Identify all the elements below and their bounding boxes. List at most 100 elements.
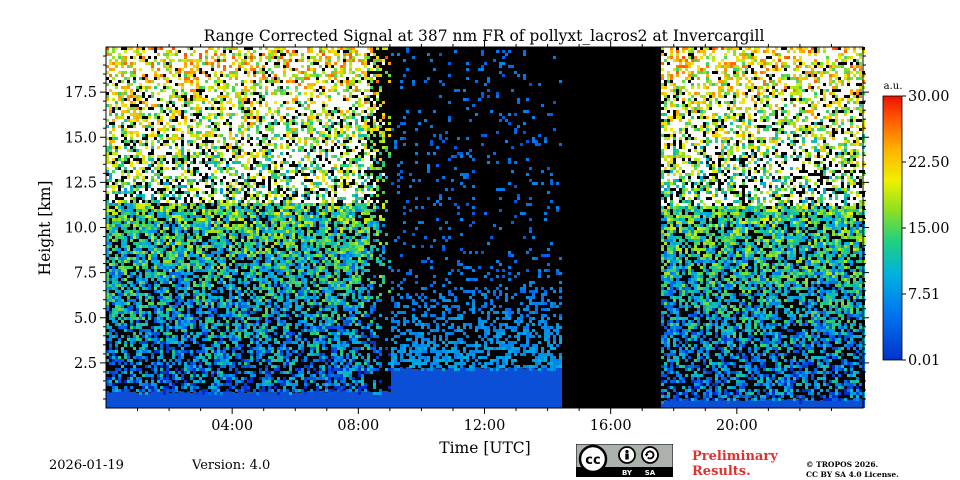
signal-cell: [151, 389, 154, 392]
signal-cell: [178, 314, 181, 317]
signal-cell: [118, 248, 121, 251]
signal-cell: [187, 86, 190, 89]
signal-cell: [253, 374, 256, 377]
signal-cell: [106, 143, 109, 146]
signal-cell: [268, 173, 271, 176]
signal-cell: [265, 341, 268, 344]
signal-cell: [220, 251, 223, 254]
signal-cell: [109, 380, 112, 383]
signal-cell: [235, 236, 238, 239]
signal-cell: [193, 191, 196, 194]
signal-cell: [214, 221, 217, 224]
signal-cell: [109, 371, 112, 374]
signal-cell: [262, 155, 265, 158]
signal-cell: [253, 131, 256, 134]
boundary-layer-cell: [253, 390, 256, 408]
signal-cell: [235, 47, 238, 50]
signal-cell: [160, 365, 163, 368]
signal-cell: [190, 71, 193, 74]
signal-cell: [226, 83, 229, 86]
signal-cell: [139, 167, 142, 170]
signal-cell: [151, 50, 154, 53]
signal-cell: [193, 47, 196, 50]
signal-cell: [133, 227, 136, 230]
signal-cell: [184, 386, 187, 389]
signal-cell: [163, 164, 166, 167]
signal-cell: [142, 146, 145, 149]
signal-cell: [154, 218, 157, 221]
signal-cell: [229, 317, 232, 320]
signal-cell: [256, 113, 259, 116]
signal-cell: [127, 377, 130, 380]
signal-cell: [106, 209, 109, 212]
heatmap-column: [112, 47, 115, 408]
boundary-layer-cell: [265, 391, 268, 408]
signal-cell: [241, 50, 244, 53]
signal-cell: [184, 80, 187, 83]
signal-cell: [241, 56, 244, 59]
signal-cell: [271, 146, 274, 149]
signal-cell: [169, 83, 172, 86]
signal-cell: [133, 137, 136, 140]
signal-cell: [214, 299, 217, 302]
signal-cell: [151, 332, 154, 335]
signal-cell: [247, 332, 250, 335]
signal-cell: [112, 350, 115, 353]
signal-cell: [145, 131, 148, 134]
signal-cell: [184, 134, 187, 137]
signal-cell: [175, 170, 178, 173]
signal-cell: [121, 53, 124, 56]
signal-cell: [130, 167, 133, 170]
signal-cell: [223, 341, 226, 344]
signal-cell: [238, 299, 241, 302]
signal-cell: [223, 227, 226, 230]
signal-cell: [211, 176, 214, 179]
signal-cell: [223, 128, 226, 131]
signal-cell: [154, 62, 157, 65]
boundary-layer-cell: [127, 391, 130, 408]
signal-cell: [238, 380, 241, 383]
signal-cell: [226, 335, 229, 338]
signal-cell: [115, 188, 118, 191]
signal-cell: [256, 272, 259, 275]
signal-cell: [169, 56, 172, 59]
signal-cell: [166, 245, 169, 248]
signal-cell: [241, 74, 244, 77]
signal-cell: [199, 203, 202, 206]
signal-cell: [217, 86, 220, 89]
signal-cell: [265, 176, 268, 179]
signal-cell: [154, 152, 157, 155]
signal-cell: [193, 110, 196, 113]
signal-cell: [202, 281, 205, 284]
signal-cell: [271, 50, 274, 53]
signal-cell: [145, 101, 148, 104]
signal-cell: [220, 302, 223, 305]
signal-cell: [124, 197, 127, 200]
signal-cell: [160, 119, 163, 122]
signal-cell: [223, 236, 226, 239]
signal-cell: [199, 179, 202, 182]
signal-cell: [154, 179, 157, 182]
signal-cell: [226, 173, 229, 176]
signal-cell: [205, 146, 208, 149]
signal-cell: [163, 62, 166, 65]
signal-cell: [187, 263, 190, 266]
signal-cell: [157, 179, 160, 182]
signal-cell: [184, 368, 187, 371]
signal-cell: [166, 314, 169, 317]
signal-cell: [181, 224, 184, 227]
signal-cell: [115, 89, 118, 92]
signal-cell: [124, 215, 127, 218]
signal-cell: [190, 173, 193, 176]
signal-cell: [160, 146, 163, 149]
signal-cell: [181, 287, 184, 290]
signal-cell: [223, 116, 226, 119]
signal-cell: [220, 173, 223, 176]
signal-cell: [250, 131, 253, 134]
signal-cell: [238, 227, 241, 230]
signal-cell: [109, 47, 112, 50]
signal-cell: [148, 125, 151, 128]
signal-cell: [265, 77, 268, 80]
signal-cell: [142, 284, 145, 287]
signal-cell: [181, 119, 184, 122]
